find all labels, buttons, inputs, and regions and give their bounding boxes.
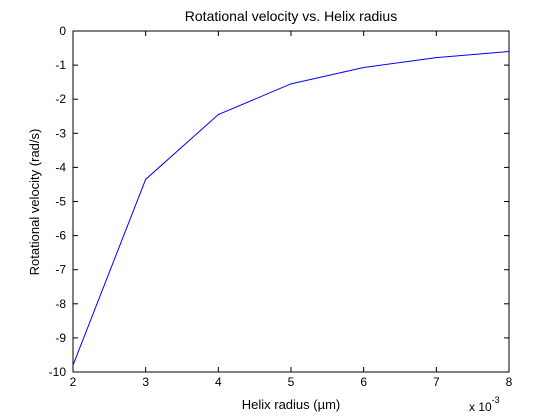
y-tick-label: -1 (55, 58, 66, 72)
chart-title: Rotational velocity vs. Helix radius (185, 8, 397, 24)
x-tick-label: 2 (70, 375, 77, 389)
y-tick-label: -5 (55, 195, 66, 209)
x-axis-multiplier-exponent: -3 (492, 395, 500, 405)
plot-area (72, 30, 510, 373)
y-tick-label: -9 (55, 331, 66, 345)
x-tick-label: 5 (288, 375, 295, 389)
y-axis-tick-labels: 0 -1 -2 -3 -4 -5 -6 -7 -8 -9 -10 (49, 24, 67, 379)
y-tick-label: -8 (55, 297, 66, 311)
y-tick-label: -7 (55, 263, 66, 277)
y-tick-label: 0 (59, 24, 66, 38)
y-tick-label: -6 (55, 229, 66, 243)
x-axis-label: Helix radius (µm) (242, 397, 341, 412)
y-tick-label: -2 (55, 92, 66, 106)
y-axis-ticks (73, 30, 509, 373)
x-axis-multiplier-base: x 10 (469, 400, 492, 414)
y-tick-label: -3 (55, 126, 66, 140)
y-axis-label: Rotational velocity (rad/s) (27, 129, 42, 276)
y-tick-label: -10 (49, 365, 67, 379)
series-line (72, 50, 510, 366)
x-axis-ticks (72, 31, 510, 372)
x-tick-label: 3 (142, 375, 149, 389)
x-tick-label: 6 (360, 375, 367, 389)
x-axis-multiplier: x 10-3 (469, 395, 500, 414)
x-axis-tick-labels: 2 3 4 5 6 7 8 (70, 375, 513, 389)
y-tick-label: -4 (55, 160, 66, 174)
x-tick-label: 4 (215, 375, 222, 389)
x-tick-label: 8 (506, 375, 513, 389)
x-tick-label: 7 (433, 375, 440, 389)
